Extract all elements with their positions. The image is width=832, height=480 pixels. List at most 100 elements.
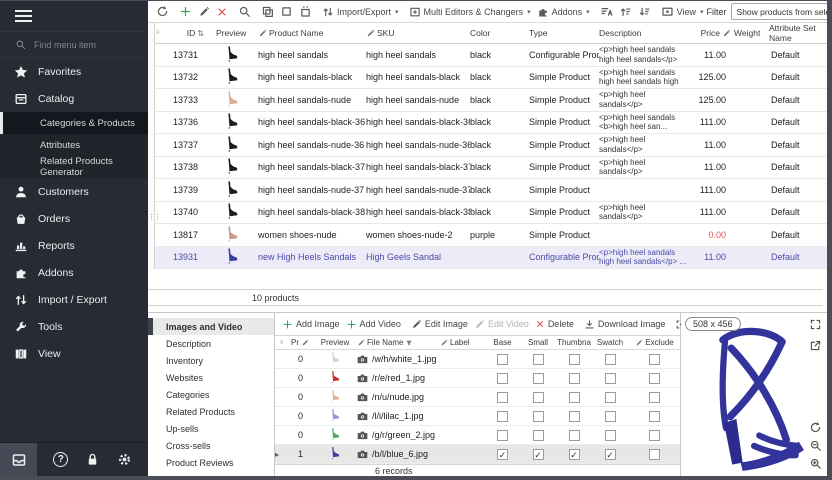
image-row-selected[interactable]: 1 /b/l/blue_6.jpg [275, 445, 680, 465]
zoom-out-icon[interactable] [809, 439, 822, 452]
table-row[interactable]: 13737 high heel sandals-nude-36 high hee… [155, 134, 827, 157]
column-header-preview[interactable]: Preview [320, 338, 350, 348]
table-row[interactable]: 13817 women shoes-nude women shoes-nude-… [155, 224, 827, 247]
image-row[interactable]: 0 /g/r/green_2.jpg [275, 426, 680, 446]
tab-cross-sells[interactable]: Cross-sells [166, 440, 211, 451]
exclude-checkbox[interactable] [649, 429, 660, 441]
column-header-product-name[interactable]: Product Name [258, 28, 366, 38]
edit-button[interactable] [195, 6, 213, 18]
multi-editors-menu[interactable]: Multi Editors & Changers ▾ [406, 6, 534, 18]
addons-menu[interactable]: Addons ▾ [534, 6, 593, 18]
base-checkbox[interactable] [497, 448, 508, 460]
table-row[interactable]: 13739 high heel sandals-nude-37 high hee… [155, 179, 827, 202]
sidebar-item-categories-products[interactable]: Categories & Products [0, 112, 148, 134]
small-checkbox[interactable] [532, 410, 544, 422]
rotate-icon[interactable] [809, 421, 822, 434]
sidebar-item-reports[interactable]: Reports [0, 232, 148, 259]
column-header-position[interactable]: Pr [287, 338, 313, 347]
expand-all-button[interactable] [616, 5, 635, 18]
duplicate-button[interactable] [296, 5, 315, 18]
exclude-checkbox[interactable] [649, 391, 660, 403]
base-checkbox[interactable] [497, 353, 508, 365]
thumbnail-checkbox[interactable] [568, 429, 580, 441]
sidebar-item-favorites[interactable]: Favorites [0, 58, 148, 85]
add-image-button[interactable]: Add Image [279, 319, 343, 330]
column-header-weight[interactable]: Weight [734, 28, 761, 38]
category-filter-select[interactable]: Show products from selected categories ▾ [730, 3, 827, 20]
download-image-button[interactable]: Download Image [581, 319, 669, 330]
column-header-exclude[interactable]: Exclude [628, 338, 681, 347]
exclude-checkbox[interactable] [649, 448, 660, 460]
base-checkbox[interactable] [497, 391, 508, 403]
tab-product-reviews[interactable]: Product Reviews [166, 457, 234, 468]
column-header-small[interactable]: Small [527, 338, 548, 348]
menu-toggle-button[interactable] [0, 1, 148, 31]
thumbnail-checkbox[interactable] [568, 448, 580, 460]
open-external-icon[interactable] [809, 339, 822, 352]
column-header-attribute-set[interactable]: Attribute Set Name [769, 23, 816, 43]
tab-categories[interactable]: Categories [166, 389, 210, 400]
small-checkbox[interactable] [532, 429, 544, 441]
tab-up-sells[interactable]: Up-sells [166, 423, 199, 434]
refresh-button[interactable] [153, 5, 172, 18]
zoom-in-icon[interactable] [809, 457, 822, 470]
image-row[interactable]: 0 /n/u/nude.jpg [275, 388, 680, 408]
column-header-swatch[interactable]: Swatch [596, 338, 624, 348]
column-header-type[interactable]: Type [529, 28, 548, 38]
copy-button[interactable] [258, 5, 277, 18]
sidebar-item-import-export[interactable]: Import / Export [0, 286, 148, 313]
base-checkbox[interactable] [497, 372, 508, 384]
column-header-id[interactable]: ID ⇅ [186, 28, 204, 38]
column-header-sku[interactable]: SKU [366, 28, 470, 38]
swatch-checkbox[interactable] [604, 391, 616, 403]
add-video-button[interactable]: Add Video [343, 319, 404, 330]
thumbnail-checkbox[interactable] [568, 391, 580, 403]
column-header-file-name[interactable]: File Name [357, 338, 440, 347]
table-row[interactable]: 13732 high heel sandals-black high heel … [155, 67, 827, 89]
view-menu[interactable]: View ▾ [658, 5, 707, 18]
lock-icon[interactable] [85, 452, 100, 467]
gear-icon[interactable] [117, 452, 132, 467]
sidebar-item-attributes[interactable]: Attributes [40, 139, 81, 151]
base-checkbox[interactable] [497, 410, 508, 422]
image-row[interactable]: 0 /r/e/red_1.jpg [275, 369, 680, 389]
column-header-label[interactable]: Label [440, 338, 485, 347]
column-header-price[interactable]: Price [694, 28, 734, 38]
tab-websites[interactable]: Websites [166, 372, 203, 383]
sidebar-item-catalog[interactable]: Catalog [0, 85, 148, 112]
swatch-checkbox[interactable] [604, 410, 616, 422]
thumbnail-checkbox[interactable] [568, 353, 580, 365]
swatch-checkbox[interactable] [604, 448, 616, 460]
tab-inventory[interactable]: Inventory [166, 355, 204, 366]
thumbnail-checkbox[interactable] [568, 372, 580, 384]
exclude-checkbox[interactable] [649, 353, 660, 365]
swatch-checkbox[interactable] [604, 429, 616, 441]
edit-image-button[interactable]: Edit Image [408, 319, 471, 330]
swatch-checkbox[interactable] [604, 372, 616, 384]
table-row[interactable]: 13733 high heel sandals-nude high heel s… [155, 89, 827, 112]
small-checkbox[interactable] [532, 353, 544, 365]
base-checkbox[interactable] [497, 429, 508, 441]
table-row[interactable]: 13731 high heel sandals high heel sandal… [155, 44, 827, 67]
sidebar-item-orders[interactable]: Orders [0, 205, 148, 232]
image-row[interactable]: 0 /w/h/white_1.jpg [275, 350, 680, 370]
fullscreen-icon[interactable] [809, 318, 822, 331]
sidebar-item-customers[interactable]: Customers [0, 178, 148, 205]
tab-description[interactable]: Description [166, 338, 212, 349]
search-button[interactable] [235, 5, 254, 18]
column-header-description[interactable]: Description [599, 28, 642, 38]
sidebar-item-tools[interactable]: Tools [0, 313, 148, 340]
table-row[interactable]: 13738 high heel sandals-black-37 high he… [155, 157, 827, 179]
tab-images-and-video[interactable]: Images and Video [148, 318, 274, 335]
grid-splitter[interactable]: ⋮⋮ [148, 23, 161, 269]
sidebar-item-related-products-generator[interactable]: Related Products Generator [40, 156, 113, 178]
image-row[interactable]: 0 /l/i/lilac_1.jpg [275, 407, 680, 427]
column-header-base[interactable]: Base [493, 338, 512, 348]
sort-az-button[interactable] [597, 5, 616, 18]
select-button[interactable] [277, 5, 296, 18]
table-row[interactable]: 13740 high heel sandals-black-38 high he… [155, 202, 827, 224]
table-row[interactable]: 13736 high heel sandals-black-36 high he… [155, 112, 827, 134]
small-checkbox[interactable] [532, 372, 544, 384]
sidebar-item-view[interactable]: View [0, 340, 148, 367]
thumbnail-checkbox[interactable] [568, 410, 580, 422]
